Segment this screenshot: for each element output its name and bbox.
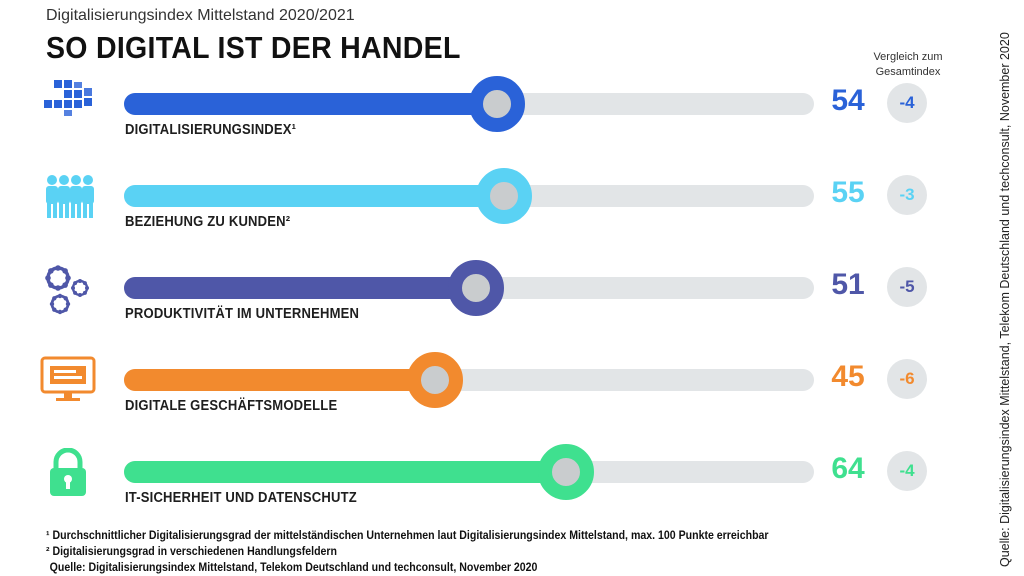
footnote-2: ² Digitalisierungsgrad in verschiedenen … — [46, 546, 338, 558]
bar-track — [124, 352, 814, 408]
monitor-icon — [40, 356, 100, 406]
category-label: BEZIEHUNG ZU KUNDEN² — [125, 214, 291, 230]
bar — [124, 185, 504, 207]
bar-row: PRODUKTIVITÄT IM UNTERNEHMEN 51 -5 — [0, 260, 1000, 344]
bar — [124, 93, 497, 115]
blocks-icon — [40, 80, 100, 130]
bar — [124, 461, 566, 483]
bar-marker — [447, 260, 504, 316]
category-label: PRODUKTIVITÄT IM UNTERNEHMEN — [125, 306, 360, 322]
bar — [124, 369, 435, 391]
comparison-heading-line2: Gesamtindex — [875, 66, 941, 78]
gears-icon — [40, 264, 100, 315]
bar-marker — [537, 444, 594, 500]
bar-row: DIGITALISIERUNGSINDEX¹ 54 -4 — [0, 76, 1000, 160]
data-label: 64 — [831, 452, 865, 485]
people-icon — [40, 172, 100, 222]
vertical-source-note: Quelle: Digitalisierungsindex Mittelstan… — [998, 32, 1012, 567]
comparison-heading: Vergleich zum Gesamtindex — [858, 50, 958, 80]
comparison-badge: -6 — [887, 359, 927, 399]
footnote-source: Quelle: Digitalisierungsindex Mittelstan… — [49, 562, 538, 574]
category-label: IT-SICHERHEIT UND DATENSCHUTZ — [125, 490, 357, 506]
comparison-heading-line1: Vergleich zum — [873, 51, 943, 63]
bar-track — [124, 444, 814, 500]
comparison-badge: -5 — [887, 267, 927, 307]
footnote-1: ¹ Durchschnittlicher Digitalisierungsgra… — [46, 530, 769, 542]
category-label: DIGITALISIERUNGSINDEX¹ — [125, 122, 297, 138]
chart-title: SO DIGITAL IST DER HANDEL — [46, 30, 461, 65]
category-label: DIGITALE GESCHÄFTSMODELLE — [125, 398, 338, 414]
data-label: 51 — [831, 268, 865, 301]
comparison-badge: -3 — [887, 175, 927, 215]
footnotes: ¹ Durchschnittlicher Digitalisierungsgra… — [46, 528, 831, 576]
bar — [124, 277, 476, 299]
bar-marker — [475, 168, 532, 224]
bar-track — [124, 76, 814, 132]
bar-row: DIGITALE GESCHÄFTSMODELLE 45 -6 — [0, 352, 1000, 436]
comparison-badge: -4 — [887, 451, 927, 491]
chart-subtitle: Digitalisierungsindex Mittelstand 2020/2… — [46, 7, 355, 24]
bar-row: BEZIEHUNG ZU KUNDEN² 55 -3 — [0, 168, 1000, 252]
bar-track — [124, 260, 814, 316]
data-label: 54 — [831, 84, 865, 117]
data-label: 45 — [831, 360, 865, 393]
padlock-icon — [40, 447, 100, 498]
bar-row: IT-SICHERHEIT UND DATENSCHUTZ 64 -4 — [0, 444, 1000, 528]
comparison-badge: -4 — [887, 83, 927, 123]
data-label: 55 — [831, 176, 865, 209]
bar-marker — [406, 352, 463, 408]
bar-marker — [468, 76, 525, 132]
bar-track — [124, 168, 814, 224]
